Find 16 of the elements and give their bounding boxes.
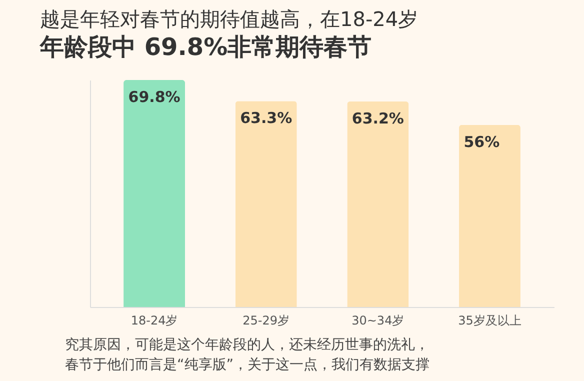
data-label: 56% <box>464 132 500 151</box>
bar <box>347 101 409 307</box>
text: 春节于他们而言是“纯享版”，关于这一点，我们有数据支撑 <box>65 357 430 373</box>
bar <box>458 124 520 307</box>
data-label: 63.3% <box>240 109 292 128</box>
data-label: 63.2% <box>352 109 404 128</box>
x-tick-label: 35岁及以上 <box>458 314 522 328</box>
chart-title: 越是年轻对春节的期待值越高，在18-24岁 <box>40 7 418 31</box>
x-tick-label: 25-29岁 <box>242 314 290 328</box>
x-tick-label: 30~34岁 <box>352 314 404 328</box>
bar <box>124 80 186 307</box>
x-tick-label: 18-24岁 <box>130 314 178 328</box>
data-label: 69.8% <box>128 88 180 106</box>
bar <box>235 101 297 307</box>
text: 究其原因，可能是这个年龄段的人，还未经历世事的洗礼， <box>65 337 429 353</box>
chart-subtitle: 年龄段中 69.8%非常期待春节 <box>39 33 372 61</box>
